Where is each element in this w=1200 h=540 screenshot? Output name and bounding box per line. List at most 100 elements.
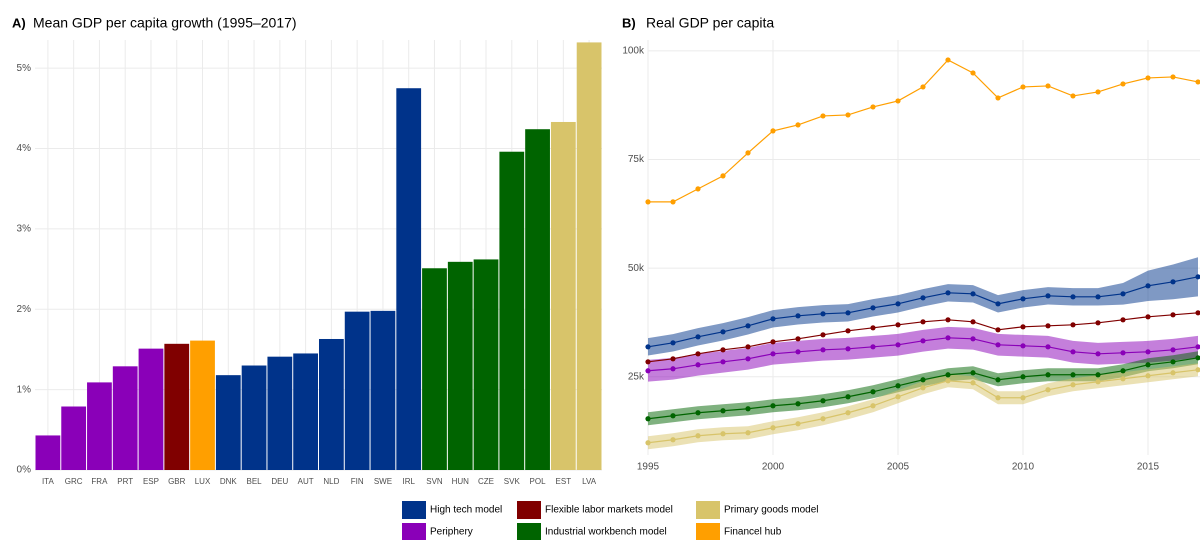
- legend-label: Financel hub: [724, 527, 782, 538]
- data-point: [945, 317, 951, 323]
- legend-swatch: [402, 523, 426, 540]
- panel-label: B): [622, 15, 636, 30]
- data-point: [1020, 296, 1026, 302]
- x-tick-label: PRT: [117, 477, 133, 486]
- x-tick-label: LUX: [195, 477, 211, 486]
- data-point: [920, 84, 926, 90]
- x-tick-label: 2010: [1012, 462, 1035, 473]
- data-point: [895, 301, 901, 307]
- data-point: [870, 403, 876, 409]
- data-point: [1120, 317, 1126, 323]
- y-tick-label: 75k: [628, 154, 645, 165]
- data-point: [820, 113, 826, 119]
- data-point: [920, 338, 926, 344]
- bar: [473, 259, 499, 470]
- y-tick-label: 4%: [17, 143, 32, 154]
- data-point: [920, 319, 926, 325]
- legend-swatch: [517, 523, 541, 540]
- data-point: [670, 199, 676, 205]
- data-point: [795, 349, 801, 355]
- data-point: [745, 430, 751, 436]
- data-point: [1020, 324, 1026, 330]
- data-point: [645, 368, 651, 374]
- data-point: [1070, 372, 1076, 378]
- data-point: [795, 421, 801, 427]
- data-point: [695, 410, 701, 416]
- data-point: [670, 366, 676, 372]
- bar: [112, 366, 138, 470]
- x-tick-label: FRA: [91, 477, 108, 486]
- data-point: [1195, 344, 1200, 350]
- confidence-band: [648, 326, 1198, 382]
- data-point: [945, 57, 951, 63]
- bar: [319, 338, 344, 470]
- data-point: [795, 122, 801, 128]
- data-point: [670, 413, 676, 419]
- data-point: [920, 295, 926, 301]
- y-tick-label: 2%: [17, 304, 32, 315]
- x-tick-label: EST: [556, 477, 572, 486]
- data-point: [970, 370, 976, 376]
- x-tick-label: LVA: [582, 477, 597, 486]
- data-point: [870, 305, 876, 311]
- data-point: [845, 394, 851, 400]
- data-point: [870, 325, 876, 331]
- data-point: [1145, 349, 1151, 355]
- data-point: [745, 344, 751, 350]
- data-point: [845, 112, 851, 118]
- x-tick-label: SWE: [374, 477, 392, 486]
- y-tick-label: 25k: [628, 371, 645, 382]
- data-point: [970, 319, 976, 325]
- bar: [447, 261, 473, 470]
- legend-label: Industrial workbench model: [545, 527, 667, 538]
- data-point: [720, 359, 726, 365]
- bar: [215, 375, 241, 470]
- data-point: [1020, 84, 1026, 90]
- data-point: [1020, 374, 1026, 380]
- legend-swatch: [402, 501, 426, 519]
- data-point: [995, 301, 1001, 307]
- data-point: [870, 104, 876, 110]
- data-point: [670, 437, 676, 443]
- confidence-band: [648, 363, 1198, 450]
- data-point: [820, 398, 826, 404]
- x-tick-label: SVN: [426, 477, 443, 486]
- data-point: [1195, 79, 1200, 85]
- bar: [525, 129, 550, 470]
- x-tick-label: NLD: [323, 477, 339, 486]
- data-point: [1020, 343, 1026, 349]
- data-point: [1070, 382, 1076, 388]
- data-point: [645, 359, 651, 365]
- bar: [370, 310, 396, 470]
- data-point: [920, 385, 926, 391]
- bar: [550, 121, 576, 470]
- data-point: [820, 347, 826, 353]
- data-point: [695, 334, 701, 340]
- data-point: [770, 425, 776, 431]
- data-point: [970, 291, 976, 297]
- data-point: [1120, 368, 1126, 374]
- x-tick-label: POL: [530, 477, 547, 486]
- data-point: [1120, 291, 1126, 297]
- data-point: [970, 336, 976, 342]
- y-tick-label: 5%: [17, 63, 32, 74]
- bar: [422, 268, 447, 470]
- x-tick-label: DNK: [220, 477, 238, 486]
- bar: [576, 42, 602, 470]
- data-point: [1045, 293, 1051, 299]
- data-point: [720, 408, 726, 414]
- data-point: [795, 313, 801, 319]
- series-line: [648, 59, 1199, 203]
- data-point: [895, 342, 901, 348]
- data-point: [1170, 279, 1176, 285]
- data-point: [795, 401, 801, 407]
- data-point: [1045, 387, 1051, 393]
- chart-title: Mean GDP per capita growth (1995–2017): [33, 15, 297, 31]
- y-tick-label: 3%: [17, 224, 32, 235]
- data-point: [695, 351, 701, 357]
- data-point: [1120, 81, 1126, 87]
- legend-swatch: [696, 523, 720, 540]
- data-point: [770, 316, 776, 322]
- data-point: [945, 378, 951, 384]
- data-point: [995, 342, 1001, 348]
